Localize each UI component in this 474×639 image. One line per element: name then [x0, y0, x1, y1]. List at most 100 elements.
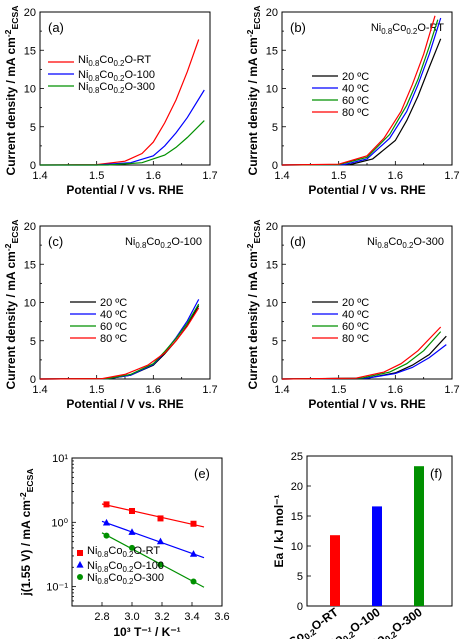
- panel-letter: (a): [48, 20, 64, 35]
- y-tick-label: 10⁻¹: [46, 582, 68, 594]
- panel-title: Ni0.8Co0.2O-100: [125, 236, 202, 250]
- y-tick-label: 10¹: [52, 453, 68, 465]
- x-tick-label: 1.4: [274, 170, 289, 182]
- x-tick-label: 1.7: [444, 384, 459, 396]
- y-tick-label: 25: [291, 451, 303, 463]
- data-point-circle: [103, 532, 110, 539]
- panel-d: 1.4 1.5 1.6 1.7 0 5 10 15 20 Potential / V vs. RH…: [245, 220, 460, 411]
- y-tick-label: 0: [30, 160, 36, 172]
- legend-label: Ni0.8Co0.2O-100: [78, 69, 155, 83]
- fit-line-2: [101, 532, 205, 588]
- data-point-square: [103, 501, 110, 508]
- y-axis-label: Current density / mA cm-2ECSA: [3, 6, 20, 176]
- x-tick-label: 1.6: [388, 170, 403, 182]
- x-axis-label: 10³ T⁻¹ / K⁻¹: [113, 625, 180, 639]
- series-line-3: [281, 326, 442, 380]
- x-tick-label: 3.6: [214, 611, 229, 623]
- x-tick-label: 2.8: [94, 611, 109, 623]
- x-tick-label: 1.6: [388, 384, 403, 396]
- y-tick-label: 0: [272, 160, 278, 172]
- legend-label: Ni0.8Co0.2O-300: [87, 572, 164, 586]
- data-point-square: [190, 520, 197, 527]
- series-line-3: [281, 15, 436, 166]
- legend-label: Ni0.8Co0.2O-300: [78, 81, 155, 95]
- legend-label: 40 ºC: [342, 83, 369, 95]
- legend-label: 40 ºC: [342, 309, 369, 321]
- panel-letter: (c): [48, 234, 63, 249]
- x-tick-label: 3.0: [124, 611, 139, 623]
- legend-label: 40 ºC: [100, 309, 127, 321]
- x-tick-label: 1.4: [274, 384, 289, 396]
- legend-label: Ni0.8Co0.2O-RT: [87, 545, 160, 559]
- fit-line-0: [101, 503, 205, 528]
- x-tick-label: 1.5: [331, 384, 346, 396]
- legend-label: 60 ºC: [342, 321, 369, 333]
- x-tick-label: 3.4: [184, 611, 199, 623]
- panel-title: Ni0.8Co0.2O-RT: [371, 22, 444, 36]
- legend-label: 80 ºC: [342, 333, 369, 345]
- panel-c: 1.4 1.5 1.6 1.7 0 5 10 15 20 Potential / V vs. RH…: [3, 220, 218, 411]
- legend-label: 60 ºC: [100, 321, 127, 333]
- data-point-triangle: [128, 528, 136, 535]
- y-tick-label: 5: [30, 336, 36, 348]
- series-line-1: [40, 89, 205, 166]
- data-point-circle: [190, 578, 197, 585]
- x-axis-label: Potential / V vs. RHE: [66, 183, 183, 197]
- y-tick-label: 15: [266, 45, 278, 57]
- x-tick-label: 1.6: [146, 384, 161, 396]
- bar-1: [372, 506, 382, 606]
- y-axis-label: Current density / mA cm-2ECSA: [245, 6, 262, 176]
- y-tick-label: 15: [291, 511, 303, 523]
- series-line-0: [39, 39, 200, 166]
- y-tick-label: 20: [24, 221, 36, 233]
- data-point-circle: [129, 544, 135, 551]
- x-tick-label: 1.4: [32, 170, 47, 182]
- x-tick-label: 1.7: [202, 170, 217, 182]
- x-tick-label: 1.4: [32, 384, 47, 396]
- panel-letter: (e): [194, 466, 210, 481]
- data-point-square: [157, 515, 164, 522]
- x-tick-label: 3.2: [154, 611, 169, 623]
- legend-label: 20 ºC: [342, 71, 369, 83]
- y-axis-label: j(1.55 V) / mA cm-2ECSA: [18, 468, 35, 596]
- y-tick-label: 15: [24, 45, 36, 57]
- x-axis-label: Potential / V vs. RHE: [308, 183, 425, 197]
- series-line-2: [40, 120, 205, 166]
- x-tick-label: 1.5: [331, 170, 346, 182]
- y-tick-label: 0: [272, 374, 278, 386]
- y-tick-label: 5: [30, 122, 36, 134]
- legend-marker: [77, 574, 83, 580]
- x-tick-label: 1.7: [444, 170, 459, 182]
- panel-a: 1.4 1.5 1.6 1.7 0 5 10 15 20 Potential / V vs. RH…: [3, 6, 218, 197]
- y-tick-label: 10: [24, 298, 36, 310]
- x-axis-label: Potential / V vs. RHE: [66, 397, 183, 411]
- y-tick-label: 0: [30, 374, 36, 386]
- panel-title: Ni0.8Co0.2O-300: [367, 236, 444, 250]
- y-axis-label: Ea / kJ mol⁻¹: [272, 494, 286, 567]
- fit-line-1: [101, 520, 205, 559]
- y-tick-label: 10: [266, 84, 278, 96]
- y-tick-label: 20: [266, 221, 278, 233]
- y-tick-label: 20: [24, 7, 36, 19]
- panel-letter: (f): [430, 466, 442, 481]
- y-tick-label: 20: [266, 7, 278, 19]
- legend-label: Ni0.8Co0.2O-100: [87, 560, 164, 574]
- data-point-triangle: [156, 537, 165, 545]
- bar-0: [330, 535, 340, 606]
- series-line-1: [281, 344, 447, 380]
- legend-label: 80 ºC: [100, 333, 127, 345]
- panel-letter: (d): [290, 234, 306, 249]
- x-tick-label: 1.6: [146, 170, 161, 182]
- series-line-1: [281, 17, 442, 166]
- y-tick-label: 10⁰: [51, 517, 68, 529]
- series-line-3: [39, 307, 200, 380]
- bar-2: [414, 466, 424, 606]
- y-tick-label: 15: [24, 259, 36, 271]
- y-tick-label: 5: [272, 122, 278, 134]
- panel-b: 1.4 1.5 1.6 1.7 0 5 10 15 20 Potential / V vs. RH…: [245, 6, 460, 197]
- panel-letter: (b): [290, 20, 306, 35]
- legend-label: 20 ºC: [100, 297, 127, 309]
- y-tick-label: 10: [291, 541, 303, 553]
- legend-marker: [77, 550, 83, 556]
